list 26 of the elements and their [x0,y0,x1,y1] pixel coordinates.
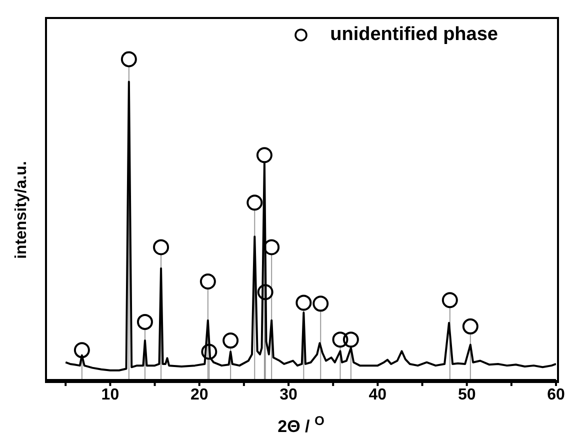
point [74,342,90,358]
x-tick-label: 60 [547,386,565,404]
point [222,332,239,349]
x-tick-label: 50 [458,386,476,404]
point [462,318,478,334]
point [246,194,263,211]
x-tick-label: 10 [101,386,120,404]
point [201,344,218,360]
legend-label: unidentified phase [330,24,498,46]
point [256,147,272,164]
point [442,292,458,308]
x-tick-label: 30 [280,386,298,404]
x-tick-label: 20 [190,386,208,404]
x-tick-label: 40 [368,386,387,404]
x-axis-title: 2Θ / $^{O}$ [278,412,324,436]
point [200,274,216,290]
point [136,314,153,330]
point [153,239,170,256]
point [296,294,312,311]
point [312,296,329,312]
point [257,284,274,300]
y-axis-title: intensity/a.u. [13,161,30,259]
point [264,239,280,256]
point [120,51,137,68]
point [342,332,359,348]
point [332,332,348,348]
